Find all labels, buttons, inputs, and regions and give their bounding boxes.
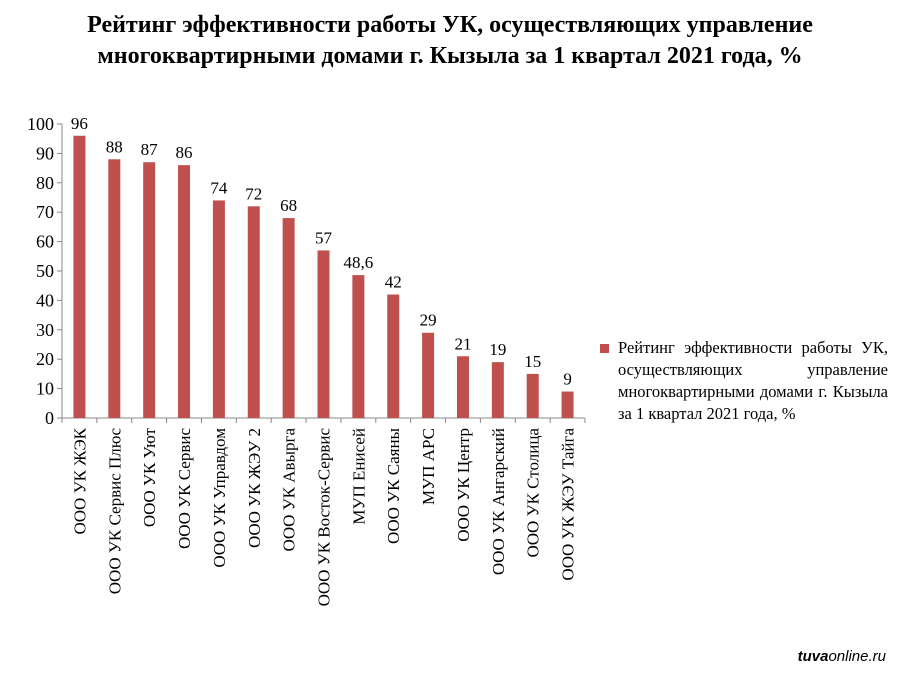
data-label: 48,6 — [343, 253, 373, 272]
x-tick-label: ООО УК ЖЭК — [70, 427, 89, 534]
x-tick-label: ООО УК Центр — [454, 428, 473, 542]
legend-label: Рейтинг эффективности работы УК, осущест… — [618, 338, 888, 423]
data-label: 74 — [210, 178, 228, 197]
x-tick-label: ООО УК Авырга — [280, 428, 299, 552]
data-label: 19 — [489, 340, 506, 359]
x-tick-label: ООО УК Сервис Плюс — [105, 428, 124, 595]
x-tick-label: ООО УК ЖЭУ 2 — [245, 428, 264, 548]
y-tick-label: 10 — [36, 379, 54, 399]
bar — [143, 162, 156, 418]
x-tick-label: МУП АРС — [419, 428, 438, 505]
bar — [491, 362, 504, 418]
x-tick-label: ООО УК Управдом — [210, 428, 229, 568]
watermark-suffix: online.ru — [828, 648, 886, 665]
y-tick-label: 40 — [36, 290, 54, 310]
x-tick-label: ООО УК Ангарский — [489, 428, 508, 575]
y-tick-label: 50 — [36, 261, 54, 281]
bar — [178, 165, 191, 418]
bar — [456, 356, 469, 418]
watermark-brand: tuva — [797, 648, 829, 665]
y-tick-labels: 0 10 20 30 40 50 60 70 80 90 100 — [27, 114, 54, 428]
bar — [422, 332, 435, 418]
data-label: 15 — [524, 352, 541, 371]
data-label: 88 — [106, 137, 123, 156]
x-tick-label: МУП Енисей — [349, 428, 368, 525]
x-tick-label: ООО УК Столица — [524, 428, 543, 558]
y-tick-label: 90 — [36, 143, 54, 163]
bars — [73, 135, 574, 418]
bar — [282, 218, 295, 418]
bar — [73, 135, 86, 418]
y-tick-label: 70 — [36, 202, 54, 222]
x-tick-label: ООО УК Восток-Сервис — [315, 428, 334, 607]
data-label: 86 — [176, 143, 193, 162]
data-label: 29 — [420, 311, 437, 330]
bar — [561, 391, 574, 418]
data-labels: 96 88 87 86 74 72 68 57 48,6 42 29 21 19 15 9 — [71, 114, 572, 389]
bar — [352, 275, 365, 418]
bar — [387, 294, 400, 418]
data-label: 21 — [454, 334, 471, 353]
y-tick-label: 20 — [36, 349, 54, 369]
bar — [247, 206, 260, 418]
x-tick-label: ООО УК Уют — [140, 427, 159, 527]
y-tick-label: 60 — [36, 232, 54, 252]
bar — [526, 373, 539, 418]
data-label: 72 — [245, 184, 262, 203]
data-label: 87 — [141, 140, 159, 159]
y-tick-label: 100 — [27, 114, 54, 134]
y-tick-label: 0 — [45, 408, 54, 428]
bar — [108, 159, 121, 418]
data-label: 42 — [385, 273, 402, 292]
data-label: 57 — [315, 228, 333, 247]
y-tick-label: 80 — [36, 173, 54, 193]
chart-title: Рейтинг эффективности работы УК, осущест… — [87, 12, 813, 69]
x-tick-label: ООО УК Сервис — [175, 428, 194, 549]
bar — [317, 250, 330, 418]
legend-swatch — [600, 344, 609, 353]
x-tick-label: ООО УК ЖЭУ Тайга — [559, 428, 578, 581]
bar — [212, 200, 225, 418]
data-label: 96 — [71, 114, 88, 133]
y-tick-label: 30 — [36, 320, 54, 340]
x-tick-labels: ООО УК ЖЭК ООО УК Сервис Плюс ООО УК Уют ОО… — [70, 427, 577, 606]
watermark: tuvaonline.ru — [798, 648, 886, 665]
data-label: 68 — [280, 196, 297, 215]
x-tick-label: ООО УК Саяны — [384, 427, 403, 544]
data-label: 9 — [563, 370, 572, 389]
